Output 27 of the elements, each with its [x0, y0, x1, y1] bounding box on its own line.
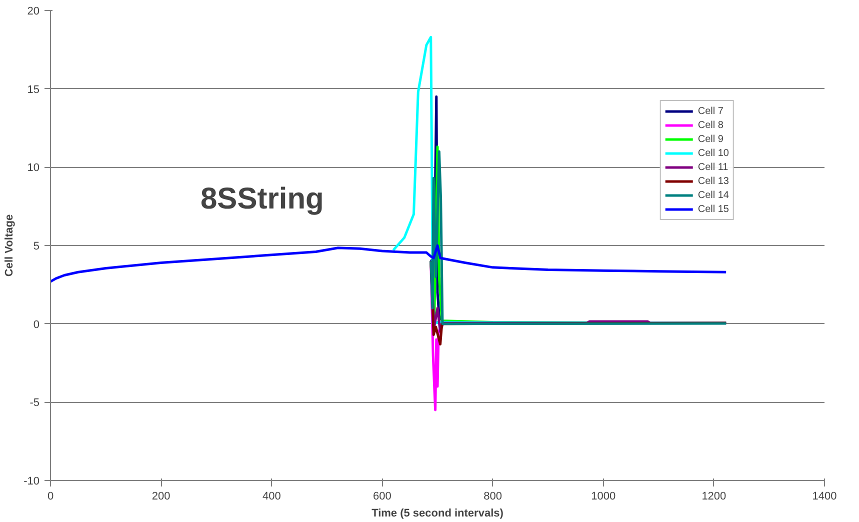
y-tick-label: 20	[27, 6, 40, 18]
line-series	[50, 244, 728, 283]
y-tick-label: 10	[27, 162, 40, 174]
legend-label: Cell 9	[698, 133, 724, 145]
y-tick-label: 0	[33, 318, 40, 331]
y-tick-label: -5	[30, 397, 40, 410]
legend-label: Cell 11	[698, 161, 728, 173]
y-tick-label: -10	[24, 476, 40, 488]
y-axis-title: Cell Voltage	[4, 214, 16, 277]
x-tick-label: 600	[373, 490, 392, 502]
x-tick-label: 800	[484, 490, 502, 502]
x-tick-label: 400	[262, 490, 281, 502]
legend-label: Cell 13	[698, 175, 729, 187]
legend-label: Cell 15	[698, 203, 729, 215]
x-tick-label: 1200	[702, 490, 726, 502]
legend-label: Cell 14	[698, 189, 729, 201]
legend-label: Cell 8	[698, 119, 724, 131]
annotation: 8SString	[200, 182, 324, 216]
x-tick-label: 1400	[812, 490, 837, 502]
y-tick-label: 15	[27, 84, 40, 96]
x-tick-label: 1000	[591, 490, 616, 502]
legend-label: Cell 10	[698, 147, 729, 159]
x-axis-title: Time (5 second intervals)	[372, 508, 504, 520]
x-tick-label: 200	[152, 490, 170, 502]
y-tick-label: 5	[33, 240, 40, 252]
legend-label: Cell 7	[698, 105, 724, 117]
x-tick-label: 0	[47, 490, 54, 502]
